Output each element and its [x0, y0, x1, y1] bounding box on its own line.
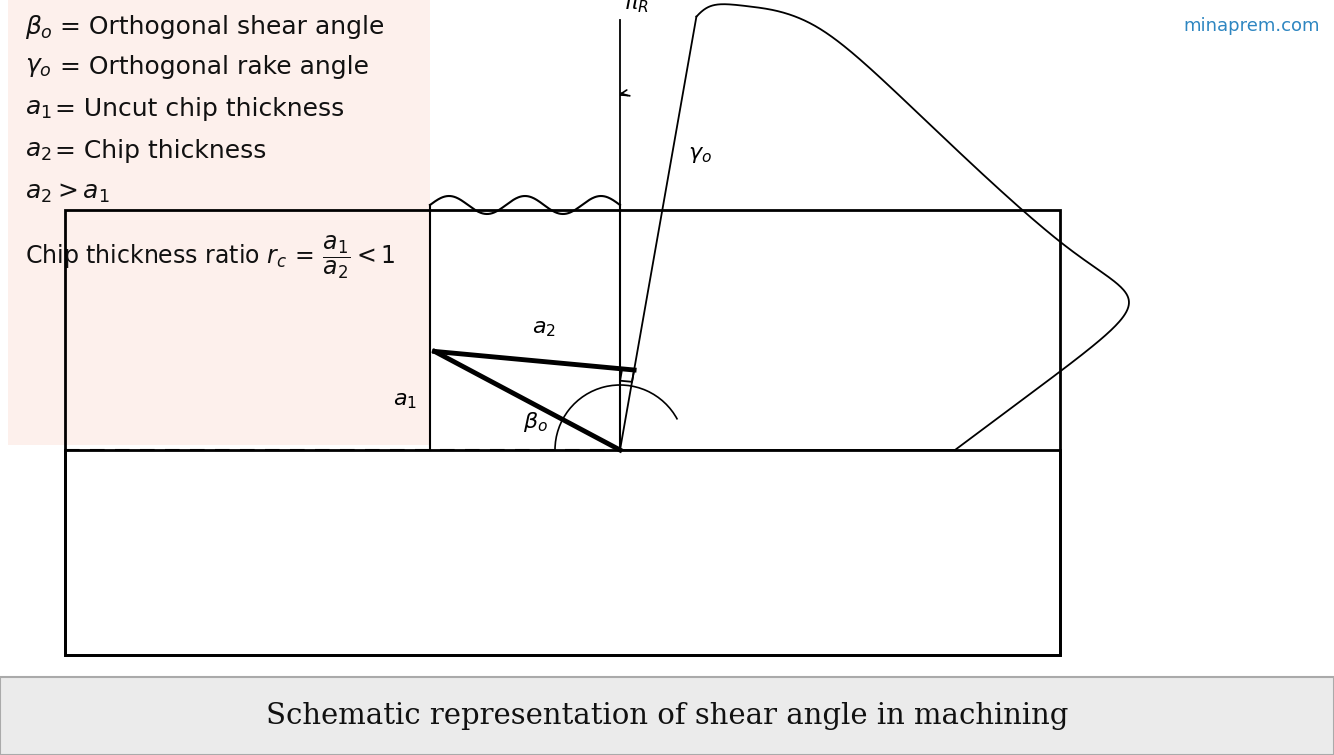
Text: $\beta_o$: $\beta_o$: [25, 13, 53, 41]
Bar: [65, 450, 1061, 655]
Text: Schematic representation of shear angle in machining: Schematic representation of shear angle …: [265, 702, 1069, 730]
Text: $a_1$: $a_1$: [392, 390, 416, 411]
Text: $a_2$: $a_2$: [532, 319, 556, 339]
Text: $a_2$: $a_2$: [25, 139, 52, 163]
Text: = Orthogonal shear angle: = Orthogonal shear angle: [60, 15, 384, 39]
Text: $\beta_o$: $\beta_o$: [523, 410, 547, 434]
Text: $\pi_R$: $\pi_R$: [624, 0, 648, 15]
Text: $\gamma_o$: $\gamma_o$: [688, 145, 712, 165]
Text: $a_1$: $a_1$: [25, 97, 52, 121]
Bar: [8, 0, 430, 445]
Text: minaprem.com: minaprem.com: [1183, 17, 1321, 35]
Bar: [0, 677, 1334, 755]
Text: Chip thickness ratio $r_c\, =\, \dfrac{a_1}{a_2} < 1$: Chip thickness ratio $r_c\, =\, \dfrac{a…: [25, 233, 395, 281]
Text: = Uncut chip thickness: = Uncut chip thickness: [55, 97, 344, 121]
Text: = Chip thickness: = Chip thickness: [55, 139, 267, 163]
Text: $a_2 > a_1$: $a_2 > a_1$: [25, 181, 109, 205]
Bar: [65, 210, 1061, 655]
Text: = Orthogonal rake angle: = Orthogonal rake angle: [60, 55, 370, 79]
Text: $\gamma_o$: $\gamma_o$: [25, 55, 52, 79]
